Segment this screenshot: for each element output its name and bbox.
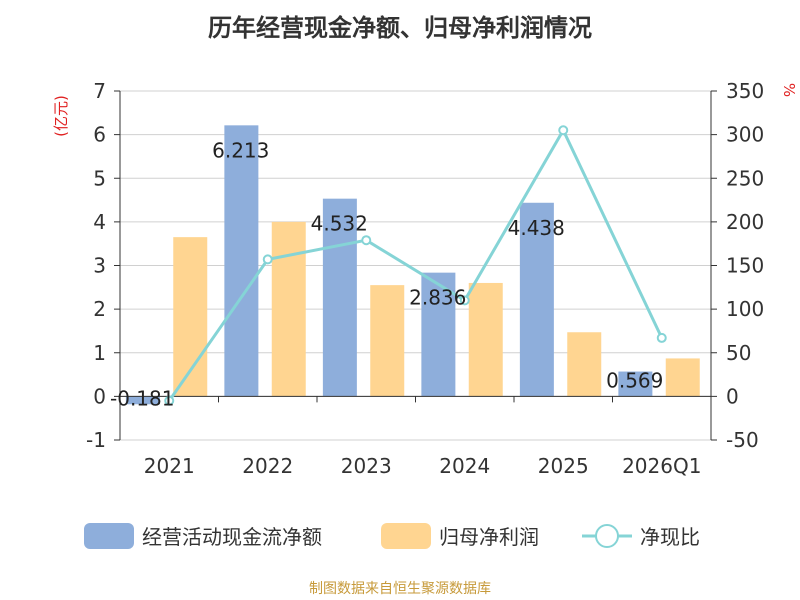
ratio-point [361, 235, 372, 246]
cashflow-data-label: 0.569 [606, 369, 663, 393]
cashflow-data-label: -0.181 [110, 386, 174, 410]
left-tick-label: 2 [93, 297, 106, 321]
cashflow-bar [421, 272, 456, 397]
net-profit-bar [271, 221, 306, 397]
right-tick-label: 350 [726, 79, 764, 103]
axes: -1 0 1 2 3 4 5 6 7 -50 0 50 100 150 200 250 300 350 2021 20… [52, 79, 798, 478]
cashflow-bar [224, 125, 259, 397]
x-tick-label: 2021 [144, 454, 195, 478]
cashflow-data-label: 4.532 [311, 212, 368, 236]
ratio-point [164, 395, 175, 406]
cashflow-bar [322, 198, 357, 397]
right-tick-label: 100 [726, 297, 764, 321]
cashflow-data-label: 4.438 [508, 216, 565, 240]
left-tick-label: 7 [93, 79, 106, 103]
ratio-point [262, 254, 273, 265]
source-note: 制图数据来自恒生聚源数据库 [309, 581, 491, 597]
left-tick-label: 4 [93, 210, 106, 234]
left-tick-label: 3 [93, 254, 106, 278]
net-profit-bar [665, 358, 700, 397]
right-tick-label: -50 [726, 428, 759, 452]
left-tick-label: 1 [93, 341, 106, 365]
right-axis-unit: % [780, 83, 798, 97]
right-tick-label: 50 [726, 341, 751, 365]
left-axis-unit: (亿元) [52, 95, 70, 137]
legend-label[interactable]: 归母净利润 [439, 525, 539, 549]
cashflow-bar [519, 202, 554, 397]
left-tick-label: 5 [93, 166, 106, 190]
net-profit-bar [370, 285, 405, 397]
x-tick-label: 2023 [341, 454, 392, 478]
x-tick-label: 2024 [439, 454, 490, 478]
left-tick-label: 6 [93, 123, 106, 147]
net-profit-bar [468, 282, 503, 397]
right-tick-label: 250 [726, 166, 764, 190]
data-labels: -0.181 6.213 4.532 2.836 4.438 0.569 [110, 138, 663, 410]
net-profit-bar [567, 332, 602, 397]
legend-label[interactable]: 经营活动现金流净额 [142, 525, 322, 549]
legend-label[interactable]: 净现比 [640, 525, 700, 549]
x-tick-label: 2026Q1 [622, 454, 701, 478]
right-tick-label: 150 [726, 254, 764, 278]
cashflow-data-label: 6.213 [212, 138, 269, 162]
chart-title: 历年经营现金净额、归母净利润情况 [208, 14, 592, 42]
left-tick-label: 0 [93, 384, 106, 408]
right-tick-label: 200 [726, 210, 764, 234]
legend-ratio-marker[interactable] [595, 524, 619, 548]
right-tick-label: 300 [726, 123, 764, 147]
bars [125, 125, 700, 405]
left-tick-label: -1 [86, 428, 106, 452]
legend[interactable]: 经营活动现金流净额 归母净利润 净现比 [84, 523, 700, 549]
cashflow-data-label: 2.836 [409, 286, 466, 310]
cashflow-bar [618, 371, 653, 397]
legend-swatch-cashflow[interactable] [84, 523, 134, 549]
ratio-point [459, 295, 470, 306]
x-tick-label: 2025 [538, 454, 589, 478]
ratio-point [656, 332, 667, 343]
cashflow-bar [125, 396, 160, 405]
right-tick-label: 0 [726, 384, 739, 408]
x-tick-label: 2022 [242, 454, 293, 478]
ratio-line [164, 125, 667, 406]
ratio-line-path [168, 127, 664, 402]
legend-swatch-net-profit[interactable] [381, 523, 431, 549]
ratio-point [558, 125, 569, 136]
